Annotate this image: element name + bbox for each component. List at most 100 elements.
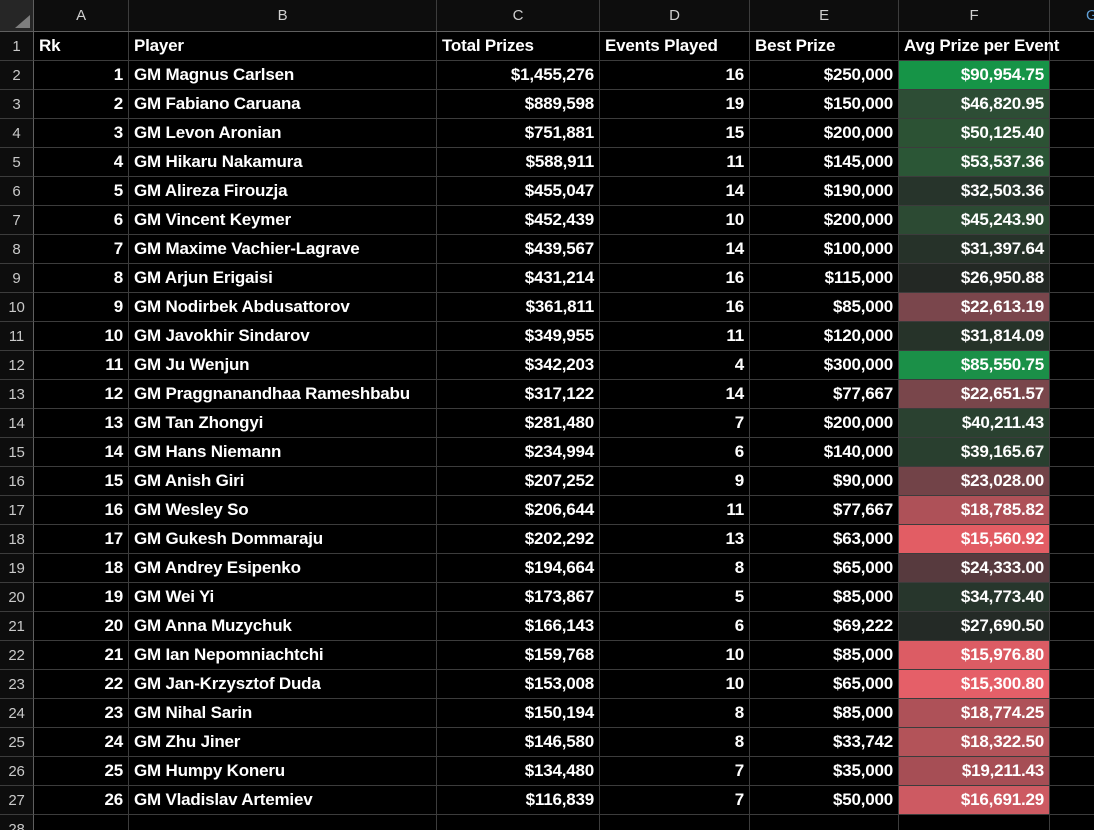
cell-A16[interactable]: 15 [34,467,129,496]
cell-G3[interactable] [1050,90,1094,119]
cell-C28[interactable] [437,815,600,830]
cell-D13[interactable]: 14 [600,380,750,409]
cell-G9[interactable] [1050,264,1094,293]
row-header-22[interactable]: 22 [0,641,34,670]
cell-A21[interactable]: 20 [34,612,129,641]
cell-F8[interactable]: $31,397.64 [899,235,1050,264]
cell-F14[interactable]: $40,211.43 [899,409,1050,438]
cell-B17[interactable]: GM Wesley So [129,496,437,525]
cell-F22[interactable]: $15,976.80 [899,641,1050,670]
cell-G11[interactable] [1050,322,1094,351]
header-cell-rk[interactable]: Rk [34,32,129,61]
cell-D2[interactable]: 16 [600,61,750,90]
row-header-1[interactable]: 1 [0,32,34,61]
cell-E13[interactable]: $77,667 [750,380,899,409]
cell-E12[interactable]: $300,000 [750,351,899,380]
cell-F16[interactable]: $23,028.00 [899,467,1050,496]
cell-E20[interactable]: $85,000 [750,583,899,612]
cell-A6[interactable]: 5 [34,177,129,206]
cell-F19[interactable]: $24,333.00 [899,554,1050,583]
cell-A26[interactable]: 25 [34,757,129,786]
cell-F11[interactable]: $31,814.09 [899,322,1050,351]
row-header-26[interactable]: 26 [0,757,34,786]
cell-E28[interactable] [750,815,899,830]
cell-C17[interactable]: $206,644 [437,496,600,525]
cell-E2[interactable]: $250,000 [750,61,899,90]
row-header-10[interactable]: 10 [0,293,34,322]
cell-A11[interactable]: 10 [34,322,129,351]
cell-A28[interactable] [34,815,129,830]
cell-B25[interactable]: GM Zhu Jiner [129,728,437,757]
cell-G12[interactable] [1050,351,1094,380]
cell-E8[interactable]: $100,000 [750,235,899,264]
cell-B20[interactable]: GM Wei Yi [129,583,437,612]
cell-G16[interactable] [1050,467,1094,496]
cell-C19[interactable]: $194,664 [437,554,600,583]
cell-E18[interactable]: $63,000 [750,525,899,554]
cell-D16[interactable]: 9 [600,467,750,496]
row-header-8[interactable]: 8 [0,235,34,264]
column-header-f[interactable]: F [899,0,1050,31]
cell-B23[interactable]: GM Jan-Krzysztof Duda [129,670,437,699]
cell-C12[interactable]: $342,203 [437,351,600,380]
cell-D23[interactable]: 10 [600,670,750,699]
column-header-b[interactable]: B [129,0,437,31]
cell-E5[interactable]: $145,000 [750,148,899,177]
cell-C11[interactable]: $349,955 [437,322,600,351]
row-header-15[interactable]: 15 [0,438,34,467]
cell-C8[interactable]: $439,567 [437,235,600,264]
cell-G6[interactable] [1050,177,1094,206]
row-header-6[interactable]: 6 [0,177,34,206]
cell-D21[interactable]: 6 [600,612,750,641]
header-cell-total[interactable]: Total Prizes [437,32,600,61]
cell-F10[interactable]: $22,613.19 [899,293,1050,322]
row-header-3[interactable]: 3 [0,90,34,119]
cell-B27[interactable]: GM Vladislav Artemiev [129,786,437,815]
cell-B11[interactable]: GM Javokhir Sindarov [129,322,437,351]
row-header-12[interactable]: 12 [0,351,34,380]
row-header-9[interactable]: 9 [0,264,34,293]
cell-B22[interactable]: GM Ian Nepomniachtchi [129,641,437,670]
cell-D5[interactable]: 11 [600,148,750,177]
column-header-c[interactable]: C [437,0,600,31]
cell-B9[interactable]: GM Arjun Erigaisi [129,264,437,293]
cell-G14[interactable] [1050,409,1094,438]
cell-E7[interactable]: $200,000 [750,206,899,235]
cell-D6[interactable]: 14 [600,177,750,206]
cell-A25[interactable]: 24 [34,728,129,757]
cell-B6[interactable]: GM Alireza Firouzja [129,177,437,206]
cell-B4[interactable]: GM Levon Aronian [129,119,437,148]
cell-B15[interactable]: GM Hans Niemann [129,438,437,467]
cell-E10[interactable]: $85,000 [750,293,899,322]
cell-C23[interactable]: $153,008 [437,670,600,699]
cell-C27[interactable]: $116,839 [437,786,600,815]
cell-G24[interactable] [1050,699,1094,728]
cell-C15[interactable]: $234,994 [437,438,600,467]
row-header-2[interactable]: 2 [0,61,34,90]
row-header-25[interactable]: 25 [0,728,34,757]
cell-B28[interactable] [129,815,437,830]
cell-B18[interactable]: GM Gukesh Dommaraju [129,525,437,554]
cell-F13[interactable]: $22,651.57 [899,380,1050,409]
cell-C6[interactable]: $455,047 [437,177,600,206]
cell-A20[interactable]: 19 [34,583,129,612]
cell-D15[interactable]: 6 [600,438,750,467]
cell-G23[interactable] [1050,670,1094,699]
row-header-19[interactable]: 19 [0,554,34,583]
cell-G17[interactable] [1050,496,1094,525]
cell-F25[interactable]: $18,322.50 [899,728,1050,757]
column-header-d[interactable]: D [600,0,750,31]
cell-E22[interactable]: $85,000 [750,641,899,670]
cell-A17[interactable]: 16 [34,496,129,525]
column-header-g[interactable]: G [1050,0,1094,31]
cell-D22[interactable]: 10 [600,641,750,670]
cell-A27[interactable]: 26 [34,786,129,815]
cell-E16[interactable]: $90,000 [750,467,899,496]
cell-D3[interactable]: 19 [600,90,750,119]
header-cell-events[interactable]: Events Played [600,32,750,61]
cell-E4[interactable]: $200,000 [750,119,899,148]
header-cell-player[interactable]: Player [129,32,437,61]
cell-C10[interactable]: $361,811 [437,293,600,322]
cell-G8[interactable] [1050,235,1094,264]
cell-D26[interactable]: 7 [600,757,750,786]
